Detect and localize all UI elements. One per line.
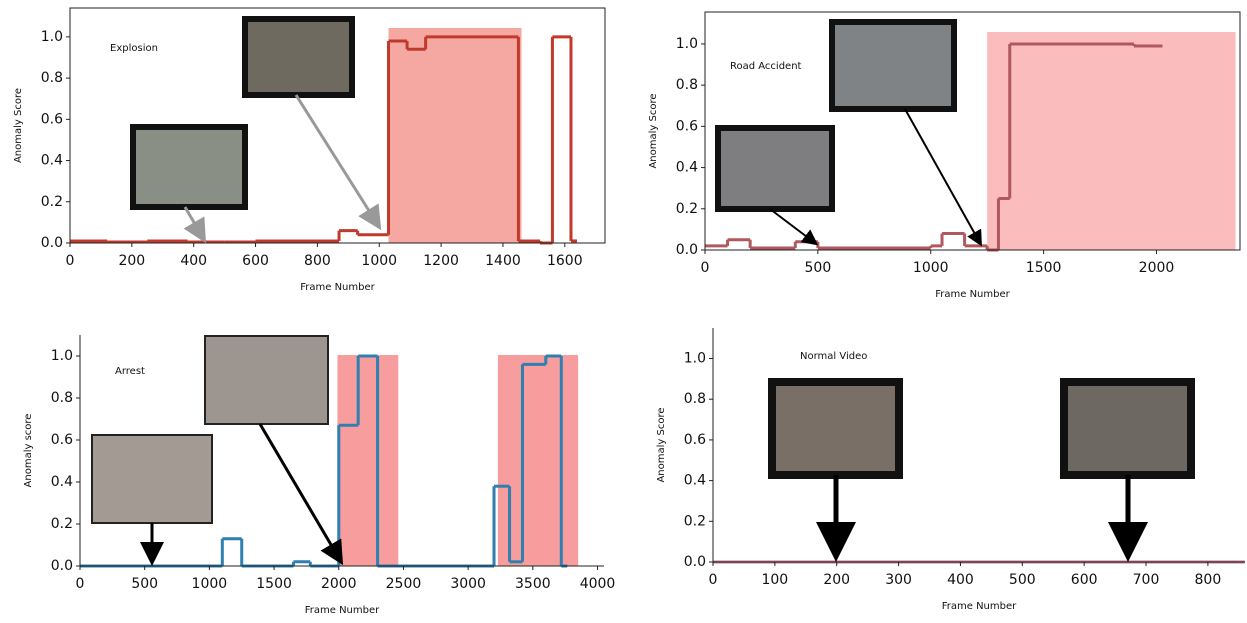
x-tick-label: 300 — [885, 572, 912, 588]
x-tick-label: 0 — [66, 253, 75, 269]
video-frame — [205, 336, 328, 424]
y-tick-label: 0.8 — [51, 390, 73, 406]
x-axis-label: Frame Number — [935, 289, 1010, 300]
x-tick-label: 3500 — [515, 576, 551, 592]
y-axis-label: Anomaly Score — [648, 93, 659, 168]
annotation: Explosion — [110, 43, 158, 54]
x-tick-label: 400 — [180, 253, 207, 269]
y-axis-label: Anomaly Score — [656, 407, 667, 482]
y-tick-label: 0.6 — [41, 111, 63, 127]
y-tick-label: 0.8 — [41, 70, 63, 86]
x-tick-label: 400 — [947, 572, 974, 588]
y-tick-label: 1.0 — [41, 29, 63, 45]
y-tick-label: 0.2 — [676, 201, 698, 217]
x-tick-label: 2500 — [386, 576, 422, 592]
y-tick-label: 0.6 — [676, 118, 698, 134]
x-tick-label: 500 — [131, 576, 158, 592]
x-tick-label: 1200 — [423, 253, 459, 269]
annotation: Normal Video — [800, 351, 867, 362]
x-tick-label: 1600 — [547, 253, 583, 269]
video-frame — [832, 22, 954, 109]
x-tick-label: 0 — [76, 576, 85, 592]
y-tick-label: 0.6 — [51, 432, 73, 448]
y-tick-label: 0.4 — [676, 160, 698, 176]
video-frame — [772, 382, 899, 475]
x-tick-label: 1400 — [485, 253, 521, 269]
y-tick-label: 0.0 — [41, 235, 63, 251]
y-tick-label: 0.4 — [51, 474, 73, 490]
y-tick-label: 0.8 — [684, 391, 706, 407]
y-tick-label: 0.6 — [684, 432, 706, 448]
x-tick-label: 4000 — [580, 576, 616, 592]
x-tick-label: 3000 — [450, 576, 486, 592]
y-tick-label: 0.0 — [684, 554, 706, 570]
x-tick-label: 1500 — [1026, 260, 1062, 276]
x-tick-label: 500 — [1009, 572, 1036, 588]
anomaly-span — [987, 32, 1235, 250]
x-tick-label: 800 — [1195, 572, 1222, 588]
video-frame — [245, 19, 352, 95]
x-tick-label: 200 — [823, 572, 850, 588]
x-axis-label: Frame Number — [300, 282, 375, 293]
x-tick-label: 2000 — [1139, 260, 1175, 276]
video-frame — [718, 128, 832, 209]
anomaly-span — [337, 355, 398, 566]
x-axis-label: Frame Number — [305, 605, 380, 616]
x-tick-label: 1000 — [913, 260, 949, 276]
y-tick-label: 1.0 — [51, 348, 73, 364]
y-tick-label: 0.0 — [676, 242, 698, 258]
x-tick-label: 0 — [709, 572, 718, 588]
y-tick-label: 0.2 — [684, 513, 706, 529]
x-tick-label: 1000 — [361, 253, 397, 269]
x-tick-label: 1500 — [256, 576, 292, 592]
anomaly-span — [389, 28, 522, 243]
annotation: Arrest — [115, 366, 145, 377]
x-tick-label: 200 — [118, 253, 145, 269]
x-tick-label: 600 — [1071, 572, 1098, 588]
figure: 020040060080010001200140016000.00.20.40.… — [0, 0, 1247, 623]
x-tick-label: 700 — [1133, 572, 1160, 588]
y-axis-label: Anomaly score — [23, 414, 34, 488]
x-axis-label: Frame Number — [942, 601, 1017, 612]
y-tick-label: 0.4 — [684, 473, 706, 489]
annotation: Road Accident — [730, 61, 802, 72]
y-tick-label: 0.2 — [41, 194, 63, 210]
x-tick-label: 1000 — [192, 576, 228, 592]
video-frame — [133, 127, 245, 207]
video-frame — [92, 435, 212, 523]
x-tick-label: 2000 — [321, 576, 357, 592]
y-tick-label: 0.0 — [51, 558, 73, 574]
video-frame — [1064, 382, 1191, 475]
y-tick-label: 0.2 — [51, 516, 73, 532]
x-tick-label: 500 — [805, 260, 832, 276]
x-tick-label: 100 — [761, 572, 788, 588]
y-axis-label: Anomaly Score — [13, 88, 24, 163]
y-tick-label: 1.0 — [684, 351, 706, 367]
x-tick-label: 800 — [304, 253, 331, 269]
y-tick-label: 1.0 — [676, 36, 698, 52]
x-tick-label: 0 — [701, 260, 710, 276]
x-tick-label: 600 — [242, 253, 269, 269]
y-tick-label: 0.8 — [676, 77, 698, 93]
y-tick-label: 0.4 — [41, 153, 63, 169]
